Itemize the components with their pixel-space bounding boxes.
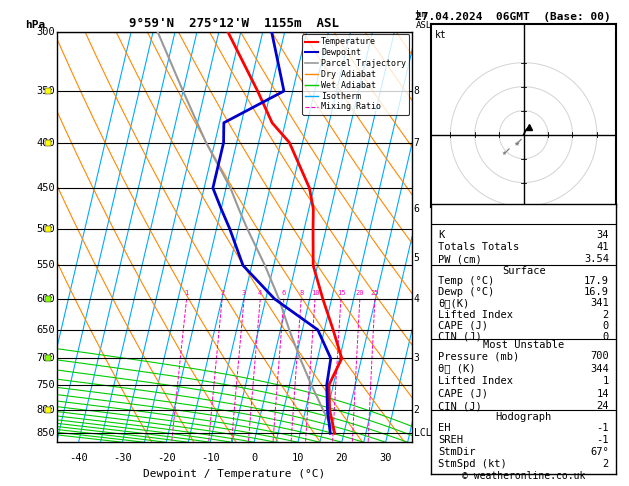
Text: 3: 3 [414,353,420,364]
Text: Totals Totals: Totals Totals [438,242,520,252]
Text: 350: 350 [36,86,55,96]
Text: 34: 34 [596,230,609,240]
Text: 15: 15 [337,291,345,296]
Text: 344: 344 [590,364,609,374]
Text: 41: 41 [596,242,609,252]
Text: 67°: 67° [590,447,609,457]
Text: 450: 450 [36,183,55,193]
Text: 341: 341 [590,298,609,309]
Text: 24: 24 [596,401,609,411]
Text: 850: 850 [36,428,55,438]
Text: ★: ★ [502,151,506,156]
Text: hPa: hPa [25,19,45,30]
Text: SREH: SREH [438,434,464,445]
Text: 2: 2 [220,291,224,296]
Text: 300: 300 [36,27,55,36]
Text: 650: 650 [36,325,55,335]
Text: 7: 7 [414,138,420,148]
Text: -40: -40 [69,452,88,463]
Title: 9°59'N  275°12'W  1155m  ASL: 9°59'N 275°12'W 1155m ASL [130,17,339,31]
Text: θᴇ (K): θᴇ (K) [438,364,476,374]
Text: 4: 4 [258,291,262,296]
Text: -20: -20 [157,452,175,463]
Text: -30: -30 [113,452,132,463]
Text: 5: 5 [414,253,420,263]
Text: θᴇ(K): θᴇ(K) [438,298,469,309]
Text: 20: 20 [355,291,364,296]
Text: 16.9: 16.9 [584,287,609,297]
Text: 4: 4 [414,294,420,304]
Text: 1: 1 [184,291,189,296]
Text: LCL: LCL [414,428,431,438]
Text: EH: EH [438,423,451,433]
Text: Surface: Surface [502,266,545,276]
Text: 25: 25 [370,291,379,296]
Text: 30: 30 [379,452,392,463]
Text: Temp (°C): Temp (°C) [438,276,494,286]
Text: 8: 8 [299,291,303,296]
Text: 14: 14 [596,389,609,399]
Text: © weatheronline.co.uk: © weatheronline.co.uk [462,471,585,481]
Text: 3.54: 3.54 [584,254,609,264]
Text: PW (cm): PW (cm) [438,254,482,264]
Text: Hodograph: Hodograph [496,412,552,422]
Text: km
ASL: km ASL [416,10,431,30]
Text: 10: 10 [311,291,320,296]
Text: kt: kt [435,30,447,40]
Text: 3: 3 [242,291,246,296]
Text: Dewpoint / Temperature (°C): Dewpoint / Temperature (°C) [143,469,325,479]
Text: 700: 700 [36,353,55,364]
Text: Mixing Ratio (g/kg): Mixing Ratio (g/kg) [437,181,447,293]
Text: 0: 0 [251,452,257,463]
Text: 2: 2 [603,310,609,319]
Text: 1: 1 [603,376,609,386]
Text: CAPE (J): CAPE (J) [438,321,488,330]
Text: -1: -1 [596,423,609,433]
Text: StmDir: StmDir [438,447,476,457]
Text: Most Unstable: Most Unstable [483,340,564,350]
Text: 0: 0 [603,332,609,342]
Text: StmSpd (kt): StmSpd (kt) [438,459,507,469]
Text: 400: 400 [36,138,55,148]
Text: 800: 800 [36,405,55,415]
Legend: Temperature, Dewpoint, Parcel Trajectory, Dry Adiabat, Wet Adiabat, Isotherm, Mi: Temperature, Dewpoint, Parcel Trajectory… [302,34,409,115]
Text: ★: ★ [513,141,520,147]
Text: 0: 0 [603,321,609,330]
Text: 6: 6 [414,204,420,214]
Text: 500: 500 [36,224,55,234]
Text: -10: -10 [201,452,220,463]
Text: Lifted Index: Lifted Index [438,376,513,386]
Text: 2: 2 [603,459,609,469]
Text: 6: 6 [282,291,286,296]
Text: Pressure (mb): Pressure (mb) [438,351,520,361]
Text: 700: 700 [590,351,609,361]
Text: -1: -1 [596,434,609,445]
Text: 550: 550 [36,260,55,270]
Text: 17.9: 17.9 [584,276,609,286]
Text: 20: 20 [335,452,348,463]
Text: CIN (J): CIN (J) [438,401,482,411]
Text: K: K [438,230,445,240]
Text: 2: 2 [414,405,420,415]
Text: 10: 10 [292,452,304,463]
Text: Dewp (°C): Dewp (°C) [438,287,494,297]
Text: 600: 600 [36,294,55,304]
Text: 27.04.2024  06GMT  (Base: 00): 27.04.2024 06GMT (Base: 00) [415,12,611,22]
Text: Lifted Index: Lifted Index [438,310,513,319]
Text: CIN (J): CIN (J) [438,332,482,342]
Text: CAPE (J): CAPE (J) [438,389,488,399]
Text: 8: 8 [414,86,420,96]
Text: 750: 750 [36,380,55,390]
